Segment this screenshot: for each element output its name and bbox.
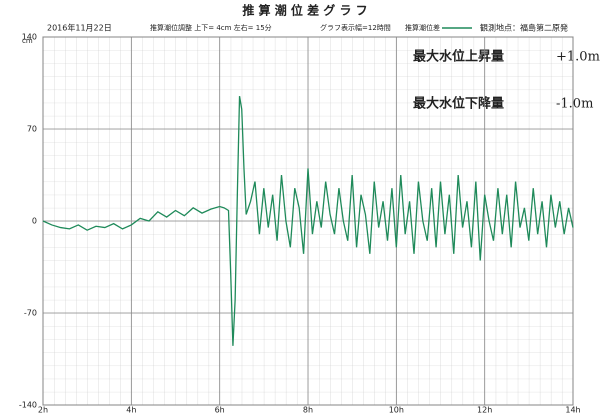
y-unit: cm: [22, 37, 33, 45]
data-line: [42, 96, 574, 346]
y-tick-label: 0: [32, 217, 37, 226]
x-tick-label: 10h: [389, 406, 404, 415]
annotation-label: 最大水位上昇量: [413, 49, 504, 65]
x-tick-label: 4h: [126, 406, 136, 415]
annotation-value: +1.0m: [556, 50, 600, 65]
station: 観測地点：福島第二原発: [480, 23, 568, 33]
x-tick-label: 6h: [215, 406, 225, 415]
x-tick-label: 12h: [477, 406, 492, 415]
y-tick-label: -140: [19, 401, 37, 410]
y-tick-label: -70: [24, 309, 37, 318]
legend-label: 推算潮位差: [405, 23, 440, 32]
x-tick-label: 2h: [38, 406, 48, 415]
x-tick-label: 8h: [303, 406, 313, 415]
x-tick-label: 14h: [565, 406, 580, 415]
y-tick-label: 140: [22, 33, 37, 42]
annotation-value: -1.0m: [556, 97, 593, 112]
y-tick-label: 70: [27, 125, 37, 134]
annotation-label: 最大水位下降量: [413, 96, 504, 112]
adjustment: 推算潮位調整 上下= 4cm 左右= 15分: [150, 23, 272, 32]
date: 2016年11月22日: [47, 23, 112, 33]
display-width: グラフ表示幅=12時間: [320, 23, 391, 32]
chart-title: 推 算 潮 位 差 グ ラ フ: [242, 3, 367, 18]
